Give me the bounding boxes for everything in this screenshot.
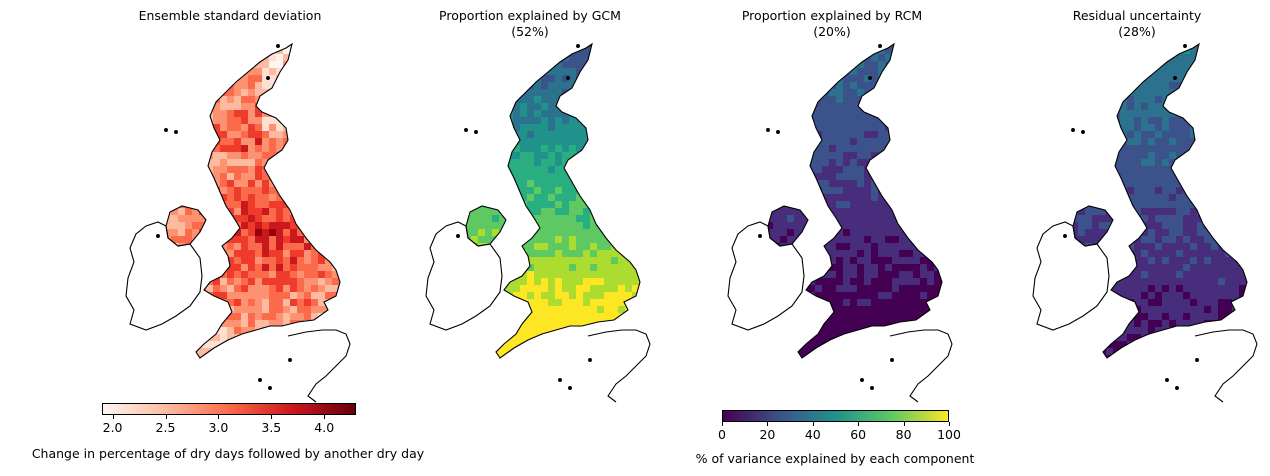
map-grid-cells: [1073, 44, 1247, 358]
colorbar-tick-label: 40: [804, 427, 821, 442]
colorbar-tickmark: [949, 422, 950, 426]
colorbar-tickmark: [858, 422, 860, 426]
colorbar-tick-label: 4.0: [314, 420, 335, 435]
colorbar-tick-label: 60: [850, 427, 867, 442]
coastline: [425, 42, 651, 403]
colorbar-sd-label: Change in percentage of dry days followe…: [31, 446, 425, 461]
colorbar-tick-label: 80: [895, 427, 912, 442]
map-grid-cells: [466, 44, 640, 358]
colorbar-variance-label: % of variance explained by each componen…: [695, 451, 975, 466]
map-gcm: [425, 42, 651, 403]
title-subtitle: (52%): [511, 24, 549, 39]
coastline: [1032, 42, 1258, 403]
map-rcm: [727, 42, 953, 403]
panel-title-sd: Ensemble standard deviation: [80, 8, 380, 24]
colorbar-tickmark: [165, 415, 167, 419]
colorbar-tickmark: [722, 422, 723, 426]
title-subtitle: (20%): [813, 24, 851, 39]
colorbar-tickmark: [767, 422, 769, 426]
title-text: Residual uncertainty: [1072, 8, 1202, 23]
colorbar-sd: [102, 403, 356, 415]
colorbar-tick-label: 2.0: [102, 420, 123, 435]
colorbar-tick-label: 100: [937, 427, 961, 442]
colorbar-tickmark: [812, 422, 814, 426]
map-residual: [1032, 42, 1258, 403]
colorbar-tick-label: 2.5: [155, 420, 176, 435]
colorbar-tick-label: 20: [759, 427, 776, 442]
title-text: Proportion explained by RCM: [741, 8, 923, 23]
colorbar-tick-label: 3.0: [208, 420, 229, 435]
colorbar-tickmark: [112, 415, 114, 419]
colorbar-tickmark: [271, 415, 273, 419]
title-text: Ensemble standard deviation: [138, 8, 322, 23]
colorbar-tick-label: 0: [718, 427, 726, 442]
colorbar-tick-label: 3.5: [261, 420, 282, 435]
coastline: [727, 42, 953, 403]
map-sd: [125, 42, 351, 403]
coastline: [125, 42, 351, 403]
panel-title-residual: Residual uncertainty (28%): [987, 8, 1270, 40]
colorbar-tickmark: [324, 415, 326, 419]
panel-title-rcm: Proportion explained by RCM (20%): [682, 8, 982, 40]
colorbar-tickmark: [903, 422, 905, 426]
title-text: Proportion explained by GCM: [439, 8, 621, 23]
title-subtitle: (28%): [1118, 24, 1156, 39]
map-grid-cells: [166, 44, 340, 358]
map-grid-cells: [768, 44, 942, 358]
colorbar-tickmark: [218, 415, 220, 419]
panel-title-gcm: Proportion explained by GCM (52%): [380, 8, 680, 40]
colorbar-variance: [722, 410, 949, 422]
